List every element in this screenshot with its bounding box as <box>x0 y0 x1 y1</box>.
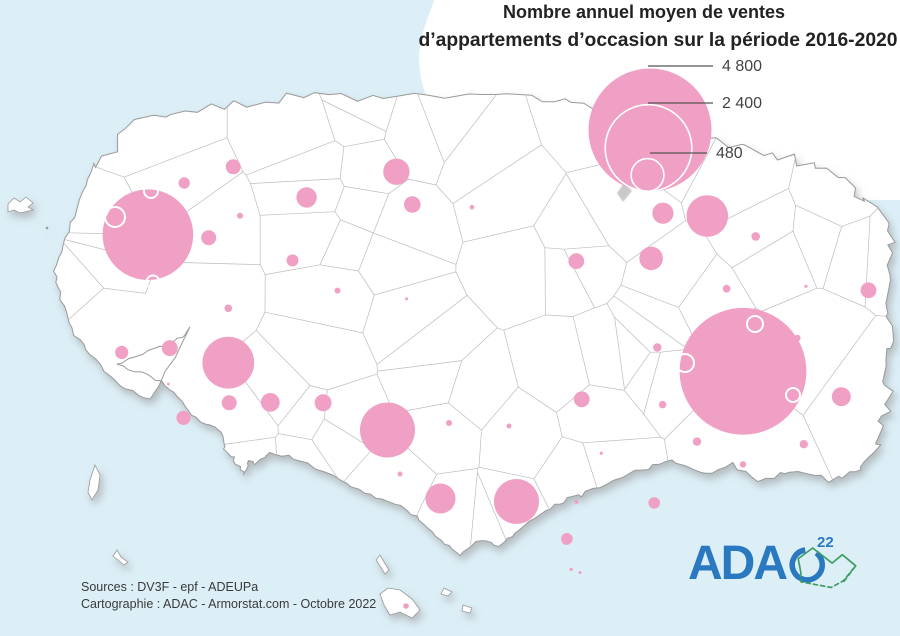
svg-text:ADA: ADA <box>688 537 787 590</box>
svg-text:d’appartements d’occasion sur: d’appartements d’occasion sur la période… <box>418 30 897 51</box>
svg-text:2 400: 2 400 <box>722 95 762 112</box>
svg-text:Nombre annuel moyen de ventes: Nombre annuel moyen de ventes <box>503 2 785 22</box>
svg-text:Cartographie : ADAC - Armorsta: Cartographie : ADAC - Armorstat.com - Oc… <box>81 597 376 611</box>
svg-text:480: 480 <box>716 145 743 162</box>
svg-text:Sources : DV3F - epf - ADEUPa: Sources : DV3F - epf - ADEUPa <box>81 580 258 594</box>
svg-text:22: 22 <box>817 534 834 551</box>
svg-text:4 800: 4 800 <box>722 58 762 75</box>
